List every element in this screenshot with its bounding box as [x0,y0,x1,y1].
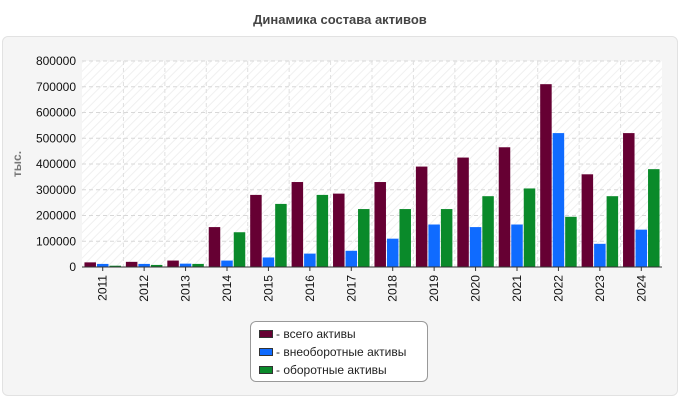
x-tick-label: 2024 [634,275,648,302]
x-axis-ticks: 2011 2012 2013 2014 2015 2016 2017 2018 2019 2020… [96,267,648,302]
bar-current [109,265,121,267]
bar-noncurrent [221,260,233,267]
bar-total [415,166,428,267]
legend-item-total: - всего активы [259,325,427,343]
legend-swatch-noncurrent [259,348,273,356]
legend-swatch-current [259,366,273,374]
y-tick-label: 0 [69,260,76,274]
y-tick-label: 100000 [36,234,76,248]
y-tick-label: 700000 [36,80,76,94]
x-tick-label: 2023 [593,275,607,302]
y-axis-ticks: 0 100000 200000 300000 400000 500000 600000 700… [36,54,76,274]
x-tick-label: 2014 [220,275,234,302]
bar-noncurrent [179,263,192,267]
bar-noncurrent [386,238,399,267]
legend: - всего активы - внеоборотные активы - о… [250,321,428,382]
bar-noncurrent [262,257,275,267]
bar-total [374,182,386,267]
x-tick-label: 2021 [510,275,524,302]
legend-swatch-total [259,330,273,338]
bar-total [540,84,552,267]
x-tick-label: 2019 [427,275,441,302]
bar-noncurrent [635,229,648,267]
y-tick-label: 500000 [36,131,76,145]
bar-total [208,227,221,267]
x-tick-label: 2020 [469,275,483,302]
bar-total [581,174,594,267]
y-tick-label: 300000 [36,183,76,197]
bar-total [291,182,304,267]
x-tick-label: 2011 [96,275,110,301]
legend-item-current: - оборотные активы [259,361,427,379]
chart-title: Динамика состава активов [253,12,427,27]
bar-current [150,264,163,267]
bar-noncurrent [138,263,150,267]
legend-label-total: - всего активы [276,327,356,341]
bar-total [623,133,635,267]
bar-total [167,260,179,267]
x-tick-label: 2022 [551,275,565,302]
bar-noncurrent [96,263,109,267]
bar-current [192,263,204,267]
bar-total [333,193,345,267]
bar-total [498,147,511,267]
bar-current [523,188,536,267]
bar-total [457,157,469,267]
bar-noncurrent [469,227,482,267]
y-tick-label: 400000 [36,157,76,171]
bar-noncurrent [594,243,606,267]
bar-noncurrent [345,250,358,267]
bar-noncurrent [552,133,565,267]
bar-current [233,232,246,267]
x-tick-label: 2015 [261,275,275,302]
bar-noncurrent [428,224,440,267]
bar-current [440,209,453,267]
bar-total [250,194,262,267]
y-tick-label: 200000 [36,209,76,223]
bar-current [316,194,329,267]
bar-group [84,84,660,267]
bar-current [648,169,660,267]
bar-current [482,196,494,267]
x-tick-label: 2017 [344,275,358,302]
y-tick-label: 600000 [36,106,76,120]
legend-label-current: - оборотные активы [276,363,387,377]
y-tick-label: 800000 [36,54,76,68]
x-tick-label: 2012 [137,275,151,302]
bar-current [275,203,287,267]
bar-current [399,209,411,267]
legend-label-noncurrent: - внеоборотные активы [276,345,407,359]
bar-noncurrent [511,224,523,267]
bar-total [84,262,96,267]
x-tick-label: 2013 [179,275,193,302]
bar-current [358,209,370,267]
bar-current [606,196,619,267]
bar-noncurrent [304,253,316,267]
bar-current [565,216,577,267]
y-axis-label: тыс. [10,151,24,177]
legend-item-noncurrent: - внеоборотные активы [259,343,427,361]
x-tick-label: 2016 [303,275,317,302]
x-tick-label: 2018 [386,275,400,302]
bar-total [125,261,138,267]
